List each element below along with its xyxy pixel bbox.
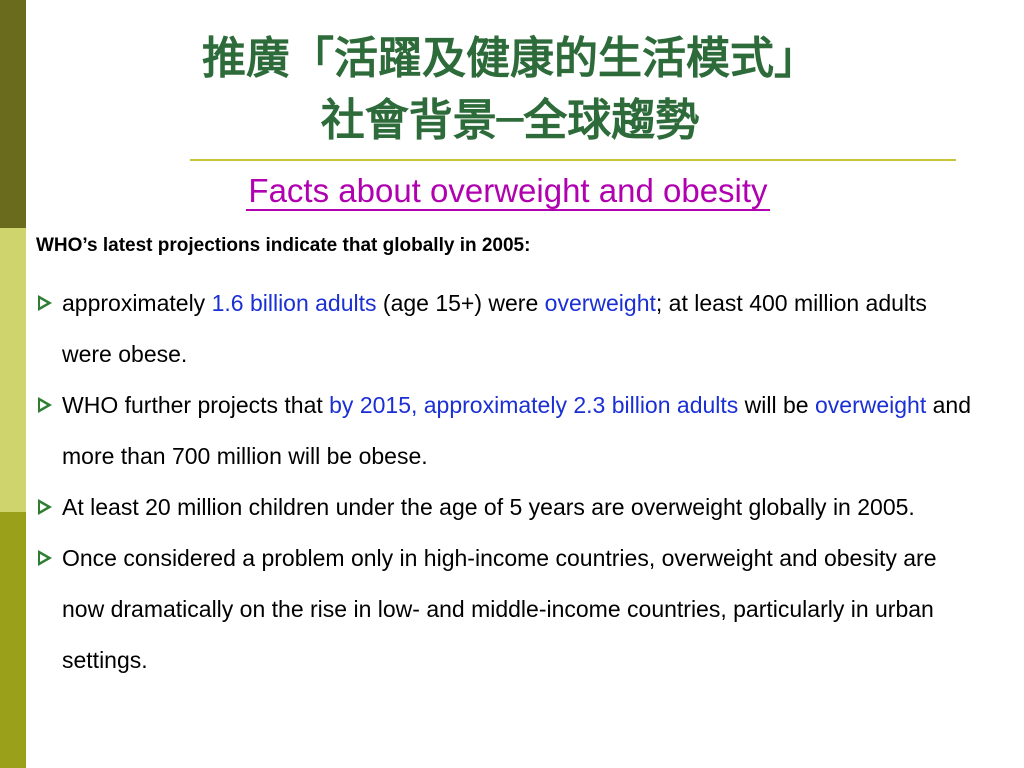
slide-title-line2: 社會背景─全球趨勢 — [320, 95, 700, 146]
bullet-item: approximately 1.6 billion adults (age 15… — [36, 278, 976, 380]
bullet-text: will be — [738, 392, 815, 418]
highlight-text: overweight — [544, 290, 656, 316]
bullet-list: approximately 1.6 billion adults (age 15… — [36, 278, 976, 686]
bullet-item: At least 20 million children under the a… — [36, 482, 976, 533]
slide-subtitle: Facts about overweight and obesity — [0, 170, 1016, 212]
decorative-sidebar — [0, 0, 26, 768]
sidebar-band-bottom — [0, 512, 26, 768]
bullet-text: At least 20 million children under the a… — [62, 494, 915, 520]
highlight-text: by 2015, approximately 2.3 billion adult… — [329, 392, 739, 418]
bullet-text: and more than 700 million will be obese. — [62, 392, 971, 469]
bullet-item: Once considered a problem only in high-i… — [36, 533, 976, 686]
highlight-text: 1.6 billion adults — [211, 290, 377, 316]
sidebar-band-middle — [0, 228, 26, 512]
intro-text: WHO’s latest projections indicate that g… — [36, 235, 531, 256]
arrow-bullet-icon — [38, 550, 52, 566]
bullet-text: WHO further projects that — [62, 392, 330, 418]
bullet-text: ; at least 400 million adults were obese… — [62, 290, 927, 367]
arrow-bullet-icon — [38, 499, 52, 515]
bullet-text: Once considered a problem only in high-i… — [62, 545, 937, 673]
bullet-text: approximately — [62, 290, 212, 316]
sidebar-band-top — [0, 0, 26, 228]
highlight-text: overweight — [814, 392, 927, 418]
slide-subtitle-text: Facts about overweight and obesity — [246, 172, 770, 211]
slide-title-line1: 推廣「活躍及健康的生活模式」 — [202, 33, 818, 84]
bullet-item: WHO further projects that by 2015, appro… — [36, 380, 976, 482]
arrow-bullet-icon — [38, 295, 52, 311]
bullet-text: (age 15+) were — [376, 290, 545, 316]
arrow-bullet-icon — [38, 397, 52, 413]
title-divider — [190, 159, 956, 161]
